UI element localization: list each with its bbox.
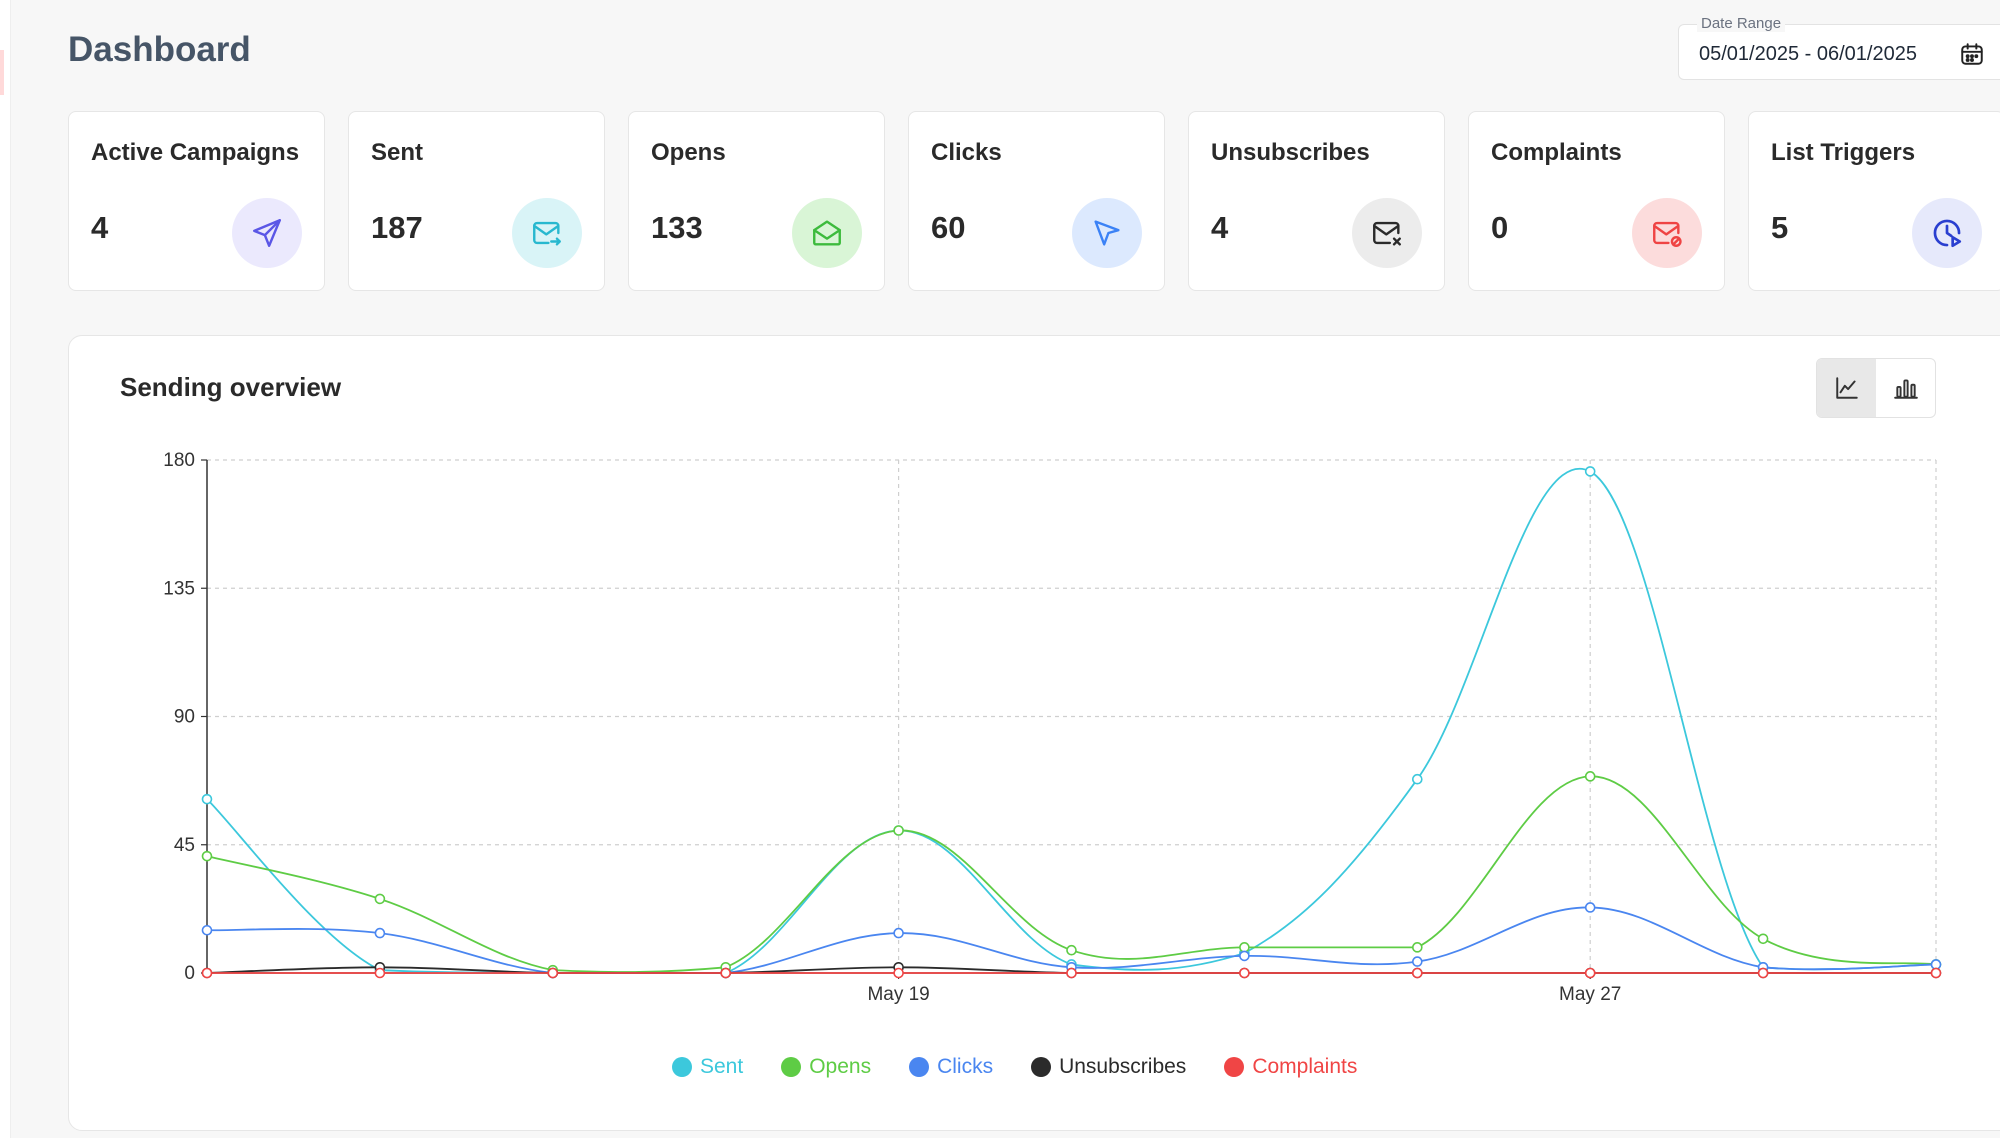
data-point-complaints [893,967,904,979]
date-range-label: Date Range [1697,15,1786,32]
data-point-complaints [1584,967,1596,979]
data-point-complaints [1757,967,1769,979]
data-point-clicks [1239,950,1250,962]
stat-card-value: 60 [931,210,966,245]
stat-card-value: 5 [1771,210,1789,245]
legend-item-complaints[interactable]: Complaints [1224,1055,1357,1079]
bar-chart-icon [1893,379,1918,399]
stat-card-value: 0 [1491,210,1509,245]
data-point-complaints [1239,967,1250,979]
sending-overview-panel [68,335,2000,1131]
bar-chart-toggle[interactable] [1876,359,1935,417]
y-tick-label: 180 [163,450,195,471]
legend-label: Unsubscribes [1059,1055,1187,1078]
x-tick-label: May 19 [867,984,929,1005]
data-point-opens [1757,933,1769,945]
data-point-clicks [201,924,213,936]
data-point-opens [893,825,904,836]
stat-card-list-triggers[interactable]: List Triggers 5 [1748,111,2000,291]
legend-item-sent[interactable]: Sent [672,1055,743,1079]
x-tick-label: May 27 [1559,984,1621,1005]
data-point-clicks [893,927,904,939]
series-line-sent [206,467,1937,974]
stat-card-value: 133 [651,210,703,245]
data-point-complaints [374,967,386,979]
stat-card-title: List Triggers [1771,139,1916,166]
mail-block-icon [1632,198,1702,268]
stat-card-title: Sent [371,139,424,166]
data-point-clicks [1584,902,1596,913]
data-point-clicks [374,927,386,939]
legend-item-opens[interactable]: Opens [781,1055,871,1079]
data-point-opens [1239,942,1250,953]
stat-card-complaints[interactable]: Complaints 0 [1468,111,1725,291]
stat-card-active-campaigns[interactable]: Active Campaigns 4 [68,111,325,291]
y-tick-label: 135 [163,578,195,599]
y-tick-label: 45 [174,835,195,856]
sidebar-edge [0,0,11,1138]
legend-label: Opens [809,1055,872,1078]
stat-card-title: Clicks [931,139,1002,166]
mail-open-icon [792,198,862,268]
data-point-complaints [1412,967,1423,979]
stat-card-clicks[interactable]: Clicks 60 [908,111,1165,291]
legend-label: Clicks [937,1055,994,1078]
send-icon [232,198,302,268]
line-chart-icon [1835,377,1858,399]
line-chart-toggle[interactable] [1817,359,1876,417]
stat-card-title: Active Campaigns [91,139,300,166]
chart-title: Sending overview [120,372,342,402]
calendar-icon[interactable] [1959,41,1985,67]
data-point-opens [201,850,213,862]
chart-type-toggle[interactable] [1816,358,1936,418]
stat-card-value: 187 [371,210,423,245]
legend-item-unsubscribes[interactable]: Unsubscribes [1031,1055,1186,1079]
data-point-complaints [720,967,732,979]
stat-card-title: Opens [651,139,726,166]
data-point-clicks [1412,956,1423,967]
data-point-complaints [201,967,213,979]
data-point-sent [1584,466,1596,477]
data-point-complaints [1930,967,1942,979]
legend-swatch [672,1057,692,1077]
data-point-clicks [1930,959,1942,970]
data-point-opens [1412,942,1423,953]
stat-card-title: Unsubscribes [1211,139,1370,166]
y-tick-label: 0 [184,963,195,984]
mail-send-icon [512,198,582,268]
date-range-value[interactable]: 05/01/2025 - 06/01/2025 [1699,43,1917,65]
sidebar-active-accent [0,50,4,95]
stat-card-opens[interactable]: Opens 133 [628,111,885,291]
pointer-icon [1072,198,1142,268]
legend-swatch [781,1057,802,1077]
chart-legend: Sent Opens Clicks Unsubscribes Complaint… [672,1055,1357,1079]
date-range-picker[interactable]: Date Range 05/01/2025 - 06/01/2025 [1678,15,2000,80]
data-point-opens [374,893,386,905]
data-point-opens [1584,771,1596,782]
data-point-complaints [1066,967,1077,979]
legend-swatch [1224,1057,1245,1077]
legend-label: Sent [700,1055,744,1078]
stat-card-value: 4 [91,210,109,245]
mail-x-icon [1352,198,1422,268]
legend-item-clicks[interactable]: Clicks [909,1055,993,1079]
stat-card-title: Complaints [1491,139,1622,166]
clock-play-icon [1912,198,1982,268]
series-line-opens [206,775,1937,973]
stat-card-sent[interactable]: Sent 187 [348,111,605,291]
page-title: Dashboard [68,30,251,69]
legend-swatch [909,1057,930,1077]
data-point-complaints [547,967,559,979]
stat-card-unsubscribes[interactable]: Unsubscribes 4 [1188,111,1445,291]
legend-swatch [1031,1057,1052,1077]
legend-label: Complaints [1252,1055,1358,1078]
data-point-sent [1412,773,1423,785]
stat-card-value: 4 [1211,210,1229,245]
y-tick-label: 90 [174,707,195,728]
data-point-sent [201,793,213,805]
data-point-opens [1066,944,1077,956]
